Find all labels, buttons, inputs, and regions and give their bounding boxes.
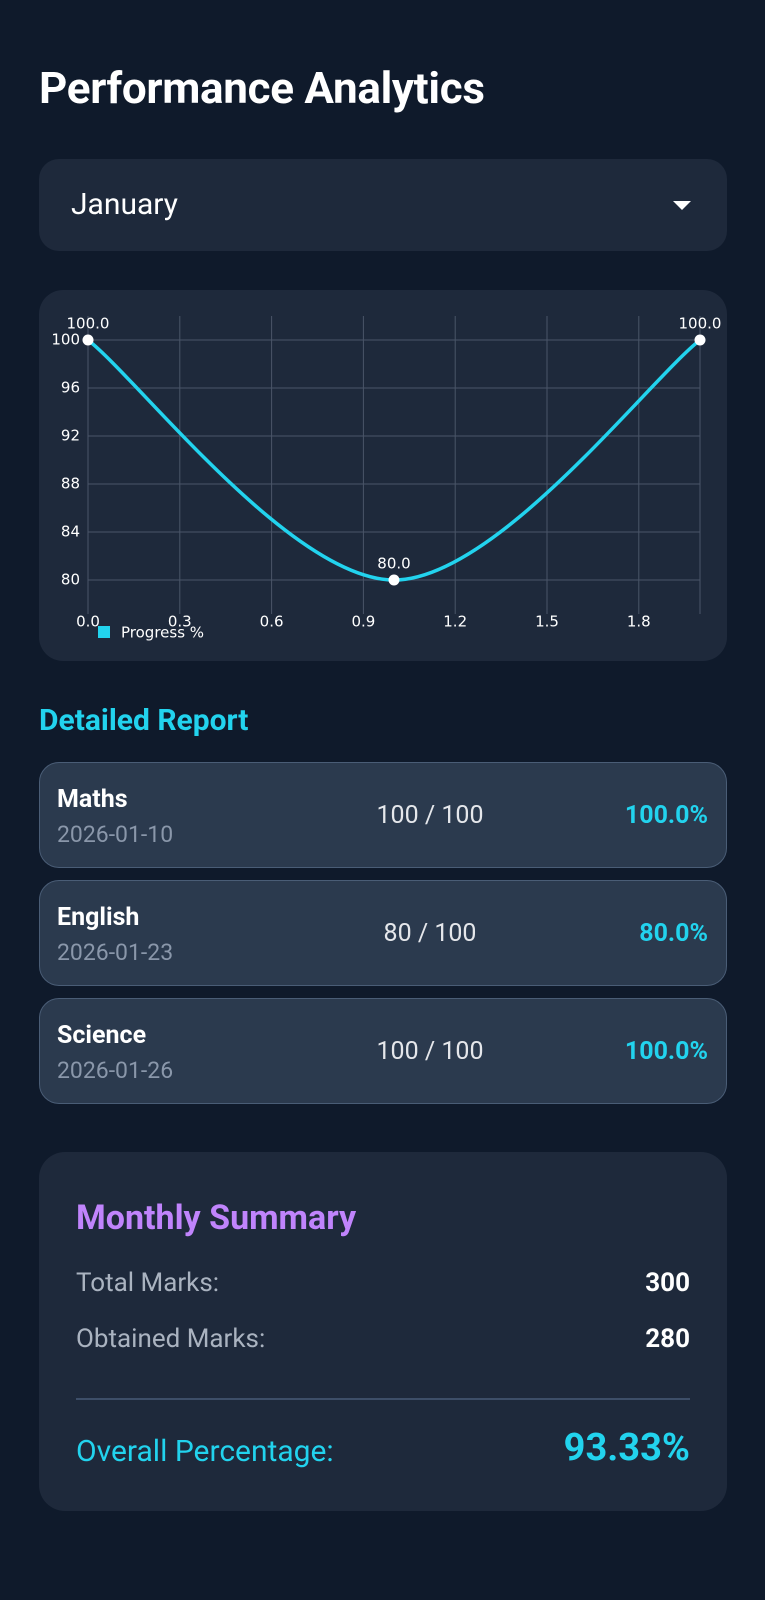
dropdown-caret (673, 201, 691, 210)
y-tick-label: 80 (61, 571, 80, 589)
data-label: 100.0 (67, 315, 110, 333)
date: 2026-01-23 (57, 939, 174, 966)
data-label: 100.0 (679, 315, 722, 333)
page-title: Performance Analytics (39, 62, 485, 114)
x-tick-label: 0.0 (76, 613, 100, 631)
percent: 100.0% (624, 1037, 708, 1066)
section-title: Detailed Report (39, 703, 249, 738)
chart-card: 80 84 88 92 96 100 0.0 0.3 0.6 0.9 1.2 1.5 1.8 100.0 8… (39, 290, 727, 661)
y-tick-label: 100 (51, 331, 80, 349)
x-tick-label: 1.2 (443, 613, 467, 631)
date: 2026-01-10 (57, 821, 174, 848)
percent: 100.0% (624, 801, 708, 830)
x-tick-label: 0.9 (351, 613, 375, 631)
x-tick-label: 1.5 (535, 613, 559, 631)
score: 100 / 100 (376, 1037, 484, 1066)
date: 2026-01-26 (57, 1057, 174, 1084)
point (694, 334, 706, 346)
x-tick-label: 1.8 (627, 613, 651, 631)
total-value: 300 (645, 1268, 690, 1298)
report-row: Science 2026-01-26 100 / 100 100.0% (39, 998, 727, 1104)
overall-label: Overall Percentage: (76, 1434, 334, 1469)
month-dropdown[interactable]: January (39, 159, 727, 251)
chart: 80 84 88 92 96 100 0.0 0.3 0.6 0.9 1.2 1.5 1.8 100.0 8… (51, 315, 722, 642)
x-tick-label: 0.3 (168, 613, 192, 631)
score: 100 / 100 (376, 801, 484, 830)
percent: 80.0% (639, 919, 708, 948)
dropdown-value: January (71, 187, 178, 222)
total-label: Total Marks: (76, 1268, 220, 1298)
score: 80 / 100 (383, 919, 477, 948)
point (388, 574, 400, 586)
y-tick-label: 88 (61, 475, 80, 493)
divider (76, 1398, 690, 1400)
data-label: 80.0 (377, 555, 410, 573)
subject: English (57, 903, 140, 932)
y-tick-label: 84 (61, 523, 80, 541)
subject: Science (57, 1021, 147, 1050)
summary-title: Monthly Summary (76, 1198, 357, 1238)
legend-swatch (98, 626, 110, 638)
legend-label: Progress % (121, 624, 204, 642)
obtained-label: Obtained Marks: (76, 1324, 266, 1354)
report-row: Maths 2026-01-10 100 / 100 100.0% (39, 762, 727, 868)
point (82, 334, 94, 346)
summary-card: Monthly Summary Total Marks: 300 Obtaine… (39, 1152, 727, 1511)
subject: Maths (57, 785, 128, 814)
overall-value: 93.33% (563, 1426, 690, 1470)
y-tick-label: 92 (61, 427, 80, 445)
report-row: English 2026-01-23 80 / 100 80.0% (39, 880, 727, 986)
obtained-value: 280 (645, 1324, 690, 1354)
x-tick-label: 0.6 (260, 613, 284, 631)
y-tick-label: 96 (61, 379, 80, 397)
